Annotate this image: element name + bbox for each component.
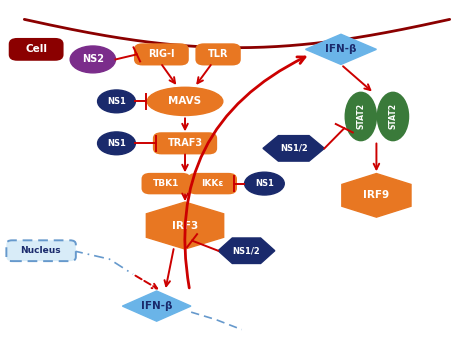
FancyBboxPatch shape	[134, 43, 189, 65]
Text: TRAF3: TRAF3	[167, 138, 202, 148]
Text: NS2: NS2	[82, 55, 104, 64]
Ellipse shape	[377, 92, 409, 141]
FancyBboxPatch shape	[142, 173, 191, 194]
Text: Cell: Cell	[25, 44, 47, 54]
Ellipse shape	[345, 92, 376, 141]
Text: NS1/2: NS1/2	[280, 144, 308, 153]
FancyBboxPatch shape	[9, 38, 64, 61]
Polygon shape	[263, 135, 324, 161]
Text: RIG-I: RIG-I	[148, 50, 174, 59]
Text: IFN-β: IFN-β	[141, 301, 173, 311]
Polygon shape	[122, 291, 191, 321]
Polygon shape	[342, 174, 411, 217]
FancyBboxPatch shape	[195, 43, 241, 65]
Ellipse shape	[245, 172, 284, 195]
Ellipse shape	[70, 46, 116, 73]
Text: TBK1: TBK1	[153, 179, 179, 188]
Text: STAT2: STAT2	[356, 103, 365, 129]
Text: IKKε: IKKε	[201, 179, 224, 188]
Polygon shape	[306, 34, 376, 64]
Polygon shape	[218, 238, 275, 264]
Text: NS1: NS1	[107, 97, 126, 106]
Text: NS1: NS1	[107, 139, 126, 148]
Text: IRF3: IRF3	[172, 220, 198, 231]
Text: MAVS: MAVS	[168, 96, 201, 106]
Text: STAT2: STAT2	[389, 103, 398, 129]
FancyBboxPatch shape	[6, 240, 76, 261]
Text: Nucleus: Nucleus	[20, 246, 61, 255]
FancyBboxPatch shape	[153, 132, 217, 154]
Ellipse shape	[98, 90, 136, 113]
Text: TLR: TLR	[208, 50, 228, 59]
Text: IFN-β: IFN-β	[325, 44, 357, 54]
Ellipse shape	[147, 87, 223, 116]
Text: NS1/2: NS1/2	[233, 246, 260, 255]
Text: NS1: NS1	[255, 179, 274, 188]
Ellipse shape	[98, 132, 136, 155]
FancyBboxPatch shape	[188, 173, 237, 194]
Polygon shape	[146, 202, 224, 249]
Text: IRF9: IRF9	[364, 190, 390, 201]
